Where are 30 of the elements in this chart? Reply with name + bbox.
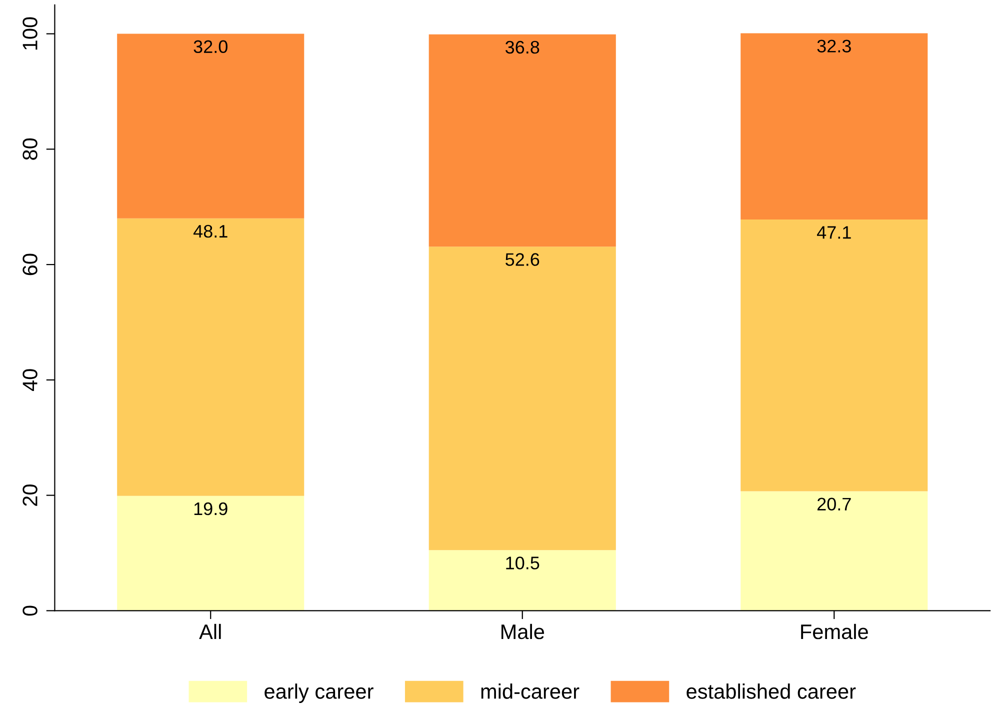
legend-label: established career (686, 684, 856, 699)
y-tick-label: 40 (22, 369, 38, 392)
bar (740, 491, 928, 611)
data-label: 48.1 (193, 224, 228, 238)
y-tick-label: 100 (22, 17, 38, 50)
bar (428, 550, 616, 611)
bar (740, 220, 928, 492)
bar (117, 34, 304, 218)
bar (117, 496, 304, 611)
data-label: 19.9 (194, 502, 228, 516)
data-label: 32.0 (194, 40, 228, 54)
data-label: 52.6 (506, 253, 540, 266)
data-label: 32.3 (817, 40, 851, 52)
bar (428, 34, 616, 247)
x-tick-label: Female (801, 624, 868, 640)
bar (117, 218, 304, 496)
data-label: 36.8 (505, 40, 540, 54)
y-tick-label: 80 (22, 138, 38, 160)
data-label: 47.1 (816, 226, 851, 239)
x-tick-label: Male (502, 624, 544, 640)
bar (740, 33, 928, 220)
data-label: 10.5 (506, 556, 540, 570)
y-tick-label: 20 (22, 484, 38, 506)
bar (428, 246, 616, 550)
y-tick-label: 60 (22, 254, 38, 276)
legend-label: early career (264, 684, 374, 703)
y-tick-label: 0 (22, 606, 38, 616)
legend-label: mid-career (481, 684, 580, 699)
data-label: 20.7 (817, 498, 851, 511)
x-tick-label: All (199, 624, 221, 639)
